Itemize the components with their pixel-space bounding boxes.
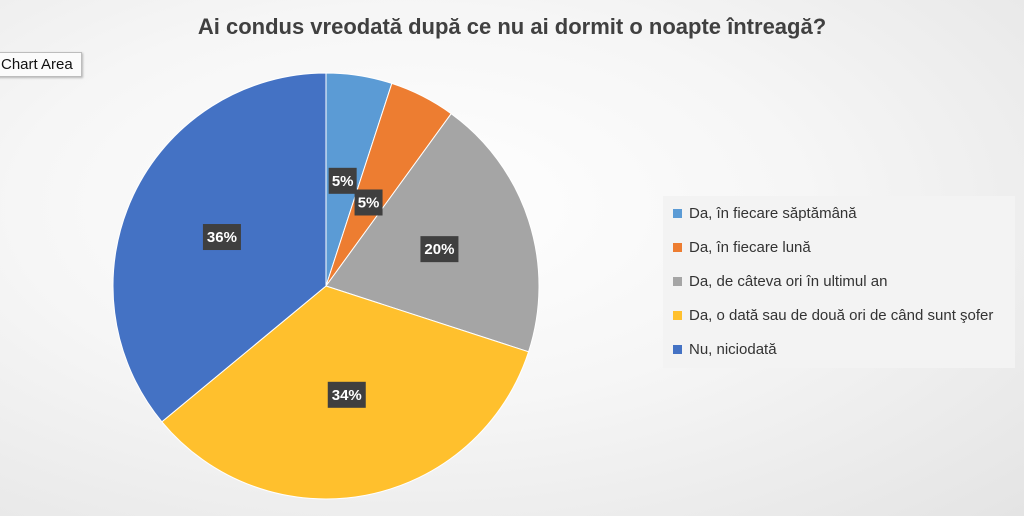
legend-item[interactable]: Nu, niciodată xyxy=(663,332,1015,366)
legend-item[interactable]: Da, o dată sau de două ori de când sunt … xyxy=(663,298,1015,332)
legend-item[interactable]: Da, în fiecare lună xyxy=(663,230,1015,264)
data-label: 5% xyxy=(354,189,383,216)
legend-swatch xyxy=(673,276,682,286)
legend-item[interactable]: Da, de câteva ori în ultimul an xyxy=(663,264,1015,298)
data-label: 36% xyxy=(202,224,241,251)
data-label-text: 20% xyxy=(424,241,454,258)
data-label: 5% xyxy=(328,167,357,194)
legend-label: Da, în fiecare lună xyxy=(689,238,811,256)
data-label-text: 34% xyxy=(332,387,362,404)
data-label-box xyxy=(202,224,241,251)
data-label: 34% xyxy=(327,381,366,408)
chart-area-tooltip: Chart Area xyxy=(0,52,82,77)
data-label-box xyxy=(420,236,459,263)
legend-label: Da, de câteva ori în ultimul an xyxy=(689,272,888,290)
chart-legend[interactable]: Da, în fiecare săptămână Da, în fiecare l… xyxy=(663,196,1015,368)
data-label-box xyxy=(327,381,366,408)
pie-slices xyxy=(112,72,540,500)
legend-label: Nu, niciodată xyxy=(689,340,777,358)
chart-title: Ai condus vreodată după ce nu ai dormit … xyxy=(197,14,827,39)
data-label-box xyxy=(354,189,383,216)
data-label-text: 5% xyxy=(332,173,354,190)
pie-slice[interactable] xyxy=(325,112,540,353)
legend-swatch xyxy=(673,310,682,320)
data-label: 20% xyxy=(420,236,459,263)
data-label-text: 5% xyxy=(358,194,380,211)
pie-data-labels: 5%5% 20% 34% 36% xyxy=(202,167,459,408)
legend-swatch xyxy=(673,208,682,218)
data-label-box xyxy=(328,167,357,194)
legend-swatch xyxy=(673,242,682,252)
legend-label: Da, o dată sau de două ori de când sunt … xyxy=(689,306,994,324)
legend-item[interactable]: Da, în fiecare săptămână xyxy=(663,196,1015,230)
legend-label: Da, în fiecare săptămână xyxy=(689,204,857,222)
legend-swatch xyxy=(673,344,682,354)
data-label-text: 36% xyxy=(207,229,237,246)
